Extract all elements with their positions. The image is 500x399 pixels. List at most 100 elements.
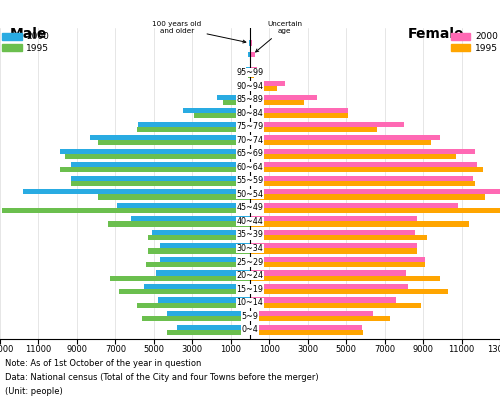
Bar [249, 40, 250, 45]
Bar [250, 235, 427, 240]
Bar [136, 302, 250, 308]
Bar [250, 324, 362, 330]
Bar [194, 113, 250, 119]
Text: 20~24: 20~24 [236, 271, 264, 280]
Text: 80~84: 80~84 [236, 109, 264, 118]
Bar [131, 216, 250, 221]
Bar [250, 221, 469, 227]
Bar [250, 176, 473, 181]
Bar [250, 95, 318, 100]
Bar [250, 289, 448, 294]
Bar [250, 208, 500, 213]
Bar [250, 302, 421, 308]
Bar [250, 311, 373, 316]
Bar [71, 162, 250, 167]
Bar [98, 140, 250, 145]
Bar [168, 330, 250, 335]
Legend: 2000, 1995: 2000, 1995 [450, 32, 498, 53]
Bar [238, 81, 250, 86]
Bar [250, 249, 418, 254]
Bar [250, 181, 475, 186]
Text: 70~74: 70~74 [236, 136, 264, 145]
Bar [142, 316, 250, 321]
Bar [218, 95, 250, 100]
Bar [152, 230, 250, 235]
Bar [223, 100, 250, 105]
Bar [250, 276, 440, 280]
Text: Male: Male [10, 27, 47, 41]
Bar [250, 167, 482, 172]
Text: 40~44: 40~44 [236, 217, 264, 226]
Bar [90, 135, 250, 140]
Text: 55~59: 55~59 [236, 176, 264, 185]
Bar [250, 271, 406, 276]
Bar [250, 154, 456, 159]
Text: 50~54: 50~54 [236, 190, 264, 199]
Bar [250, 81, 284, 86]
Bar [144, 284, 250, 289]
Text: Data: National census (Total of the City and four Towns before the merger): Data: National census (Total of the City… [5, 373, 318, 382]
Bar [246, 67, 250, 73]
Text: 15~19: 15~19 [236, 284, 264, 294]
Bar [250, 230, 416, 235]
Bar [2, 208, 250, 213]
Bar [168, 311, 250, 316]
Bar [250, 122, 404, 127]
Text: Note: As of 1st October of the year in question: Note: As of 1st October of the year in q… [5, 359, 202, 368]
Bar [250, 189, 500, 194]
Bar [250, 52, 256, 57]
Bar [250, 203, 458, 208]
Bar [250, 135, 440, 140]
Bar [248, 73, 250, 78]
Text: 35~39: 35~39 [236, 231, 264, 239]
Bar [148, 235, 250, 240]
Bar [136, 127, 250, 132]
Text: 60~64: 60~64 [236, 163, 264, 172]
Bar [250, 100, 304, 105]
Text: 85~89: 85~89 [236, 95, 264, 104]
Bar [60, 149, 250, 154]
Bar [66, 154, 250, 159]
Bar [250, 162, 477, 167]
Bar [138, 122, 250, 127]
Bar [177, 324, 250, 330]
Bar [108, 221, 250, 227]
Bar [118, 203, 250, 208]
Text: 45~49: 45~49 [236, 203, 264, 212]
Text: 0~4: 0~4 [242, 325, 258, 334]
Bar [250, 298, 396, 302]
Bar [250, 127, 377, 132]
Bar [23, 189, 250, 194]
Bar [250, 149, 475, 154]
Text: 5~9: 5~9 [242, 312, 258, 321]
Bar [250, 73, 254, 78]
Bar [160, 243, 250, 249]
Text: (Unit: people): (Unit: people) [5, 387, 63, 396]
Text: 30~34: 30~34 [236, 244, 264, 253]
Bar [250, 194, 484, 200]
Bar [250, 330, 364, 335]
Text: 65~69: 65~69 [236, 149, 264, 158]
Bar [71, 181, 250, 186]
Text: 75~79: 75~79 [236, 122, 264, 131]
Text: 95~99: 95~99 [236, 68, 264, 77]
Bar [248, 52, 250, 57]
Text: 10~14: 10~14 [236, 298, 264, 307]
Bar [250, 67, 256, 73]
Bar [158, 298, 250, 302]
Bar [250, 257, 425, 262]
Text: 90~94: 90~94 [236, 82, 264, 91]
Bar [250, 262, 425, 267]
Bar [71, 176, 250, 181]
Bar [250, 243, 418, 249]
Bar [250, 316, 390, 321]
Bar [156, 271, 250, 276]
Bar [250, 86, 277, 91]
Bar [160, 257, 250, 262]
Bar [250, 216, 418, 221]
Bar [146, 262, 250, 267]
Bar [250, 140, 431, 145]
Bar [250, 284, 408, 289]
Bar [244, 86, 250, 91]
Bar [250, 40, 252, 45]
